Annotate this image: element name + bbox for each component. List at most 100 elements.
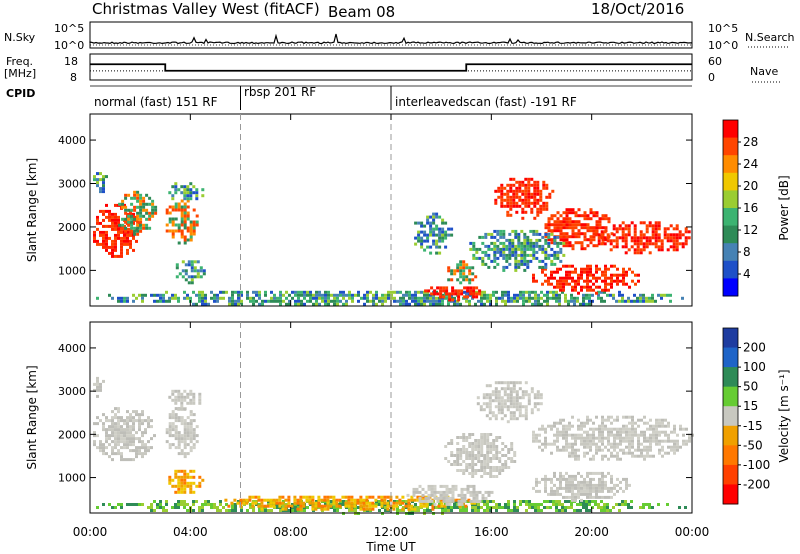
velocity-cell <box>498 466 502 469</box>
power-cell <box>558 299 561 303</box>
power-cell <box>108 218 111 222</box>
power-cell <box>636 245 640 249</box>
velocity-cell <box>643 457 646 461</box>
power-cell <box>539 207 543 211</box>
power-cell <box>126 251 129 255</box>
velocity-cell <box>468 472 472 475</box>
velocity-cell <box>568 451 571 455</box>
power-cell <box>588 302 591 306</box>
velocity-cell <box>258 509 261 512</box>
velocity-cell <box>424 490 428 494</box>
velocity-cell <box>96 385 99 389</box>
velocity-cell <box>186 416 190 420</box>
power-cell <box>618 290 621 294</box>
power-cell <box>99 190 102 194</box>
velocity-cell <box>299 504 303 508</box>
velocity-cell <box>568 483 571 487</box>
power-cell <box>639 239 643 243</box>
power-cell <box>515 210 519 214</box>
velocity-cell <box>126 428 129 432</box>
power-cell <box>556 244 560 248</box>
velocity-cell <box>477 469 481 472</box>
velocity-cell <box>494 399 498 403</box>
power-cell <box>124 229 128 233</box>
power-cell <box>420 221 424 225</box>
velocity-cell <box>616 442 619 446</box>
power-cell <box>174 208 178 212</box>
power-cell <box>199 269 203 273</box>
velocity-cell <box>535 480 538 484</box>
power-cell <box>180 214 184 218</box>
velocity-cell <box>120 503 123 506</box>
power-cell <box>558 296 561 300</box>
velocity-cell <box>168 422 172 426</box>
power-cell <box>496 262 500 266</box>
velocity-cell <box>418 490 422 494</box>
velocity-cell <box>472 487 476 491</box>
velocity-cell <box>171 428 175 432</box>
power-cell <box>539 192 543 196</box>
velocity-cell <box>588 500 591 503</box>
power-cell <box>420 296 423 300</box>
velocity-cell <box>530 411 534 415</box>
power-cell <box>469 286 473 290</box>
power-cell <box>589 264 592 268</box>
velocity-cell <box>622 430 625 434</box>
velocity-cell <box>418 496 422 500</box>
velocity-cell <box>153 509 156 512</box>
velocity-cell <box>562 448 565 452</box>
velocity-cell <box>515 393 519 397</box>
velocity-cell <box>495 457 499 460</box>
velocity-cell <box>380 498 384 502</box>
power-cell <box>553 253 557 257</box>
velocity-cell <box>471 433 475 436</box>
power-cell <box>297 293 300 297</box>
velocity-cell <box>533 405 537 409</box>
velocity-cell <box>368 501 372 505</box>
power-cell <box>201 296 204 300</box>
velocity-cell <box>219 503 222 506</box>
velocity-cell <box>126 446 129 450</box>
power-cell <box>582 293 585 297</box>
velocity-cell <box>619 480 622 484</box>
power-cell <box>426 233 430 237</box>
power-cell <box>615 239 619 243</box>
power-cell <box>127 223 131 227</box>
power-cell <box>556 256 560 260</box>
power-cell <box>559 235 563 239</box>
power-cell <box>186 199 190 203</box>
power-cell <box>472 244 476 248</box>
power-cell <box>648 236 652 240</box>
power-cell <box>456 266 460 270</box>
velocity-cell <box>284 507 288 511</box>
power-cell <box>309 299 312 303</box>
velocity-cell <box>627 506 630 509</box>
velocity-cell <box>637 445 640 449</box>
power-cell <box>487 253 491 257</box>
power-cell <box>424 289 428 293</box>
velocity-cell <box>550 489 553 493</box>
power-cell <box>565 232 569 236</box>
velocity-cell <box>105 452 108 456</box>
power-cell <box>483 296 486 300</box>
velocity-cell <box>459 454 463 457</box>
power-cell <box>562 232 566 236</box>
velocity-cell <box>628 448 631 452</box>
power-cell <box>450 227 454 231</box>
power-cell <box>118 202 122 206</box>
power-cell <box>553 250 557 254</box>
power-cell <box>303 302 306 306</box>
power-cell <box>183 214 187 218</box>
power-cell <box>180 205 184 209</box>
velocity-cell <box>468 433 472 436</box>
velocity-cell <box>673 439 676 443</box>
velocity-cell <box>586 433 589 437</box>
velocity-cell <box>631 424 634 428</box>
velocity-cell <box>480 436 484 439</box>
velocity-cell <box>500 396 504 400</box>
velocity-cell <box>177 475 181 479</box>
power-cell <box>523 235 527 239</box>
power-cell <box>180 185 184 189</box>
velocity-cell <box>664 451 667 455</box>
power-cell <box>219 296 222 300</box>
